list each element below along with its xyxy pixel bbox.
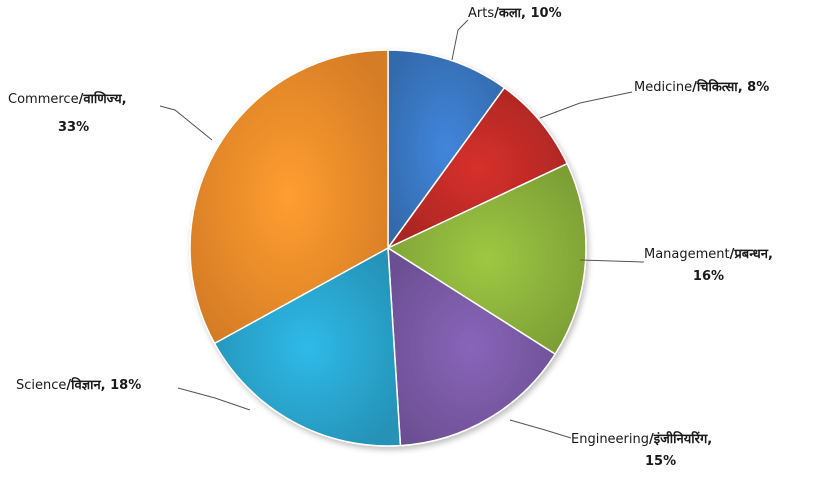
label-arts: Arts/कला, 10% bbox=[468, 6, 562, 21]
pie-slice-medicine bbox=[387, 86, 569, 249]
leader-line-medicine bbox=[539, 91, 633, 119]
pie-slice-engineering bbox=[387, 246, 557, 447]
leader-line-management bbox=[579, 259, 645, 263]
label-management: Management/प्रबन्धन, 16% bbox=[644, 247, 773, 284]
leader-line-commerce bbox=[159, 105, 213, 141]
pie-slice-arts bbox=[387, 49, 506, 251]
leader-line-science bbox=[177, 387, 251, 411]
label-medicine: Medicine/चिकित्सा, 8% bbox=[634, 80, 770, 95]
label-science: Science/विज्ञान, 18% bbox=[16, 378, 142, 393]
label-commerce: Commerce/वाणिज्य, 33% bbox=[8, 92, 127, 135]
leader-line-arts bbox=[451, 19, 469, 61]
pie-slice-commerce bbox=[189, 49, 389, 345]
leader-line-engineering bbox=[509, 419, 572, 439]
label-engineering: Engineering/इंजीनियरिंग, 15% bbox=[571, 432, 713, 469]
pie-slice-science bbox=[213, 246, 402, 447]
